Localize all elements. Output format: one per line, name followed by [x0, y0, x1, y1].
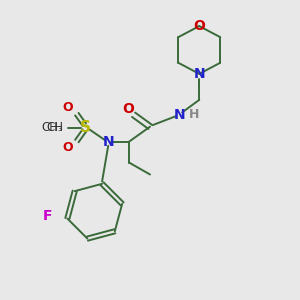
Text: O: O	[122, 102, 134, 116]
Text: N: N	[194, 67, 205, 81]
Text: CH₃: CH₃	[42, 121, 63, 134]
Text: H: H	[189, 108, 200, 121]
Text: N: N	[173, 108, 185, 122]
Text: S: S	[80, 120, 91, 135]
Text: CH: CH	[46, 121, 63, 134]
Text: N: N	[102, 135, 114, 148]
Text: O: O	[62, 141, 73, 154]
Text: O: O	[62, 101, 73, 114]
Text: F: F	[43, 208, 53, 223]
Text: O: O	[193, 19, 205, 33]
